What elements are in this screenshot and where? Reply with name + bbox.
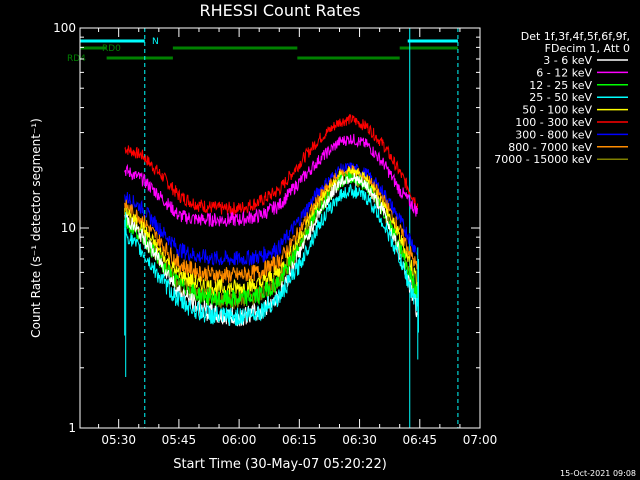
footer-timestamp: 15-Oct-2021 09:08 <box>560 469 636 478</box>
legend-label: 800 - 7000 keV <box>508 141 592 154</box>
legend-label: 3 - 6 keV <box>543 54 592 67</box>
legend-header-line-2: FDecim 1, Att 0 <box>545 42 630 55</box>
x-tick-label: 06:15 <box>282 433 317 447</box>
y-tick-label: 10 <box>61 221 76 235</box>
y-axis-ticks: 1 10 100 <box>53 21 480 435</box>
x-tick-label: 06:45 <box>402 433 437 447</box>
flag-label-n: N <box>152 37 159 47</box>
x-tick-label: 05:30 <box>101 433 136 447</box>
y-tick-label: 1 <box>68 421 76 435</box>
legend-label: 12 - 25 keV <box>529 79 592 92</box>
series-line-6 <box>124 162 418 266</box>
series-line-0 <box>124 173 418 327</box>
y-axis-label: Count Rate (s⁻¹ detector segment⁻¹) <box>29 118 43 338</box>
legend-label: 50 - 100 keV <box>522 104 592 117</box>
flag-bars: N RD0 RD4 <box>67 37 458 64</box>
x-tick-label: 07:00 <box>463 433 498 447</box>
chart-title: RHESSI Count Rates <box>200 1 361 20</box>
legend-header-line-1: Det 1f,3f,4f,5f,6f,9f, <box>521 30 630 43</box>
series-line-4 <box>124 166 418 298</box>
legend-label: 100 - 300 keV <box>515 116 592 129</box>
flag-label-rd0: RD0 <box>102 44 121 54</box>
legend-label: 300 - 800 keV <box>515 128 592 141</box>
series-line-5 <box>124 114 418 216</box>
x-tick-label: 05:45 <box>162 433 197 447</box>
legend-label: 6 - 12 keV <box>536 66 592 79</box>
series-line-3 <box>124 183 418 326</box>
series-lines <box>124 114 419 377</box>
flag-label-rd4: RD4 <box>67 54 86 64</box>
x-tick-label: 06:00 <box>222 433 257 447</box>
series-line-1 <box>124 133 418 227</box>
x-axis-label: Start Time (30-May-07 05:20:22) <box>173 457 387 472</box>
legend-label: 7000 - 15000 keV <box>494 153 592 166</box>
x-tick-label: 06:30 <box>342 433 377 447</box>
legend-label: 25 - 50 keV <box>529 91 592 104</box>
legend: Det 1f,3f,4f,5f,6f,9f, FDecim 1, Att 0 3… <box>494 30 630 166</box>
x-axis-ticks: 05:30 05:45 06:00 06:15 06:30 06:45 07:00 <box>98 28 498 447</box>
y-tick-label: 100 <box>53 21 76 35</box>
